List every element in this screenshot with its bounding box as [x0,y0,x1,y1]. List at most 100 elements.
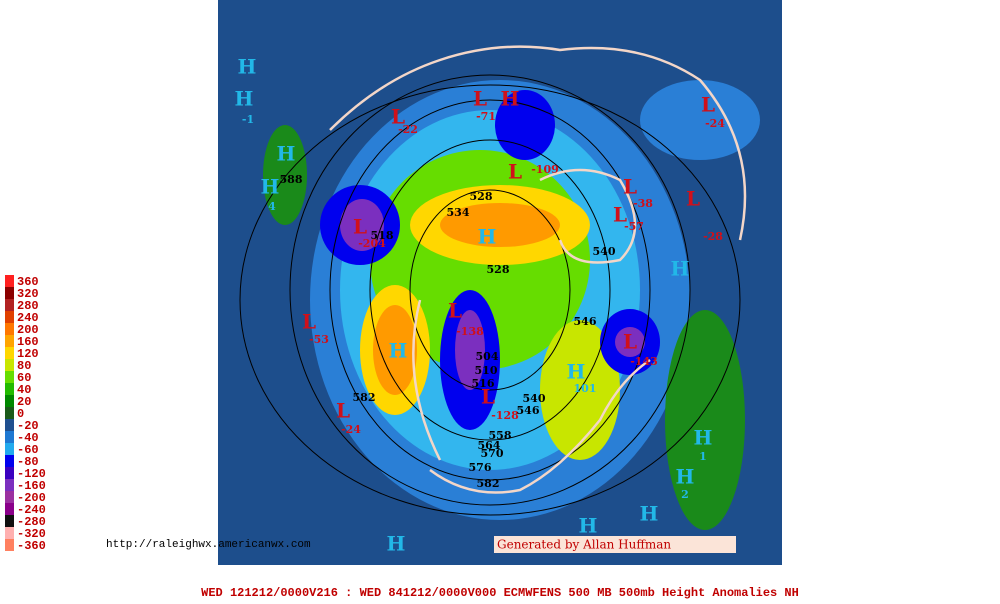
contour-label: 582 [353,391,376,404]
pressure-center: H [277,142,296,166]
contour-label: 564 [478,439,501,452]
contour-label: 534 [447,206,470,219]
contour-label: 2 [681,488,689,501]
pressure-center: L [623,330,637,354]
contour-label: -71 [476,110,496,123]
contour-label: -22 [398,123,418,136]
legend-swatch [5,323,14,335]
legend-swatch [5,419,14,431]
legend-label: 40 [17,383,31,397]
pressure-center: H [640,502,659,526]
legend-label: 240 [17,311,39,325]
pressure-center: H [235,87,254,111]
pressure-center: H [478,225,497,249]
legend-label: 320 [17,287,39,301]
pressure-center: L [302,310,316,334]
legend-label: 280 [17,299,39,313]
contour-label: -28 [703,230,723,243]
legend-swatch [5,527,14,539]
pressure-center: L [701,93,715,117]
pressure-center: H [579,514,598,538]
legend-label: 20 [17,395,31,409]
legend-swatch [5,515,14,527]
contour-label: 588 [280,173,303,186]
contour-label: -57 [624,220,644,233]
pressure-center: H [261,175,280,199]
legend-swatch [5,467,14,479]
url: http://raleighwx.americanwx.com [106,539,311,551]
legend-label: -320 [17,527,46,541]
legend-swatch [5,299,14,311]
legend-label: -20 [17,419,39,433]
pressure-center: L [623,175,637,199]
legend-swatch [5,479,14,491]
legend-label: -60 [17,443,39,457]
credit: Generated by Allan Huffman [497,538,671,552]
contour-label: -24 [341,423,361,436]
contour-label: 504 [476,350,499,363]
contour-label: -1 [242,113,254,126]
contour-label: -128 [491,409,519,422]
contour-label: 528 [487,263,510,276]
contour-label: -24 [705,117,725,130]
legend-label: -280 [17,515,46,529]
pressure-center: L [353,215,367,239]
pressure-center: L [391,105,405,129]
legend-swatch [5,287,14,299]
legend-label: -120 [17,467,46,481]
contour-label: 570 [481,447,504,460]
legend-label: -40 [17,431,39,445]
legend-label: 160 [17,335,39,349]
legend-label: 200 [17,323,39,337]
pressure-center: L [481,385,495,409]
legend-swatch [5,275,14,287]
contour-label: 540 [523,392,546,405]
footer: WED 121212/0000V216 : WED 841212/0000V00… [201,586,799,600]
credit-box [494,536,736,553]
legend-swatch [5,503,14,515]
legend-swatch [5,359,14,371]
pressure-center: H [694,426,713,450]
legend-swatch [5,431,14,443]
contour-label: 516 [472,377,495,390]
pressure-center: H [676,465,695,489]
contour-label: 540 [593,245,616,258]
map [218,0,782,565]
legend-swatch [5,335,14,347]
legend-swatch [5,383,14,395]
legend-label: 120 [17,347,39,361]
contour-label: 558 [489,429,512,442]
contour-label: -38 [633,197,653,210]
legend-label: 0 [17,407,24,421]
contour-label: -138 [456,325,484,338]
legend-swatch [5,371,14,383]
contour-label: 546 [574,315,597,328]
pressure-center: H [238,55,257,79]
legend-swatch [5,347,14,359]
contour-label: 4 [268,200,276,213]
pressure-center: H [671,257,690,281]
contour-label: 576 [469,461,492,474]
legend-label: 360 [17,275,39,289]
contour-label: 510 [475,364,498,377]
pressure-center: L [336,399,350,423]
legend-swatch [5,407,14,419]
pressure-center: H [389,339,408,363]
contour-label: 528 [470,190,493,203]
pressure-center: L [613,203,627,227]
legend-label: -240 [17,503,46,517]
legend-swatch [5,491,14,503]
contour-label: -109 [531,163,559,176]
legend-swatch [5,395,14,407]
legend-label: 80 [17,359,31,373]
contour-label: 101 [574,382,597,395]
contour-label: -204 [358,237,386,250]
pressure-center: H [501,87,520,111]
legend-label: -80 [17,455,39,469]
contour-label: -143 [630,355,658,368]
contour-label: 582 [477,477,500,490]
pressure-center: H [567,360,586,384]
contour-label: 518 [371,229,394,242]
pressure-center: L [508,160,522,184]
